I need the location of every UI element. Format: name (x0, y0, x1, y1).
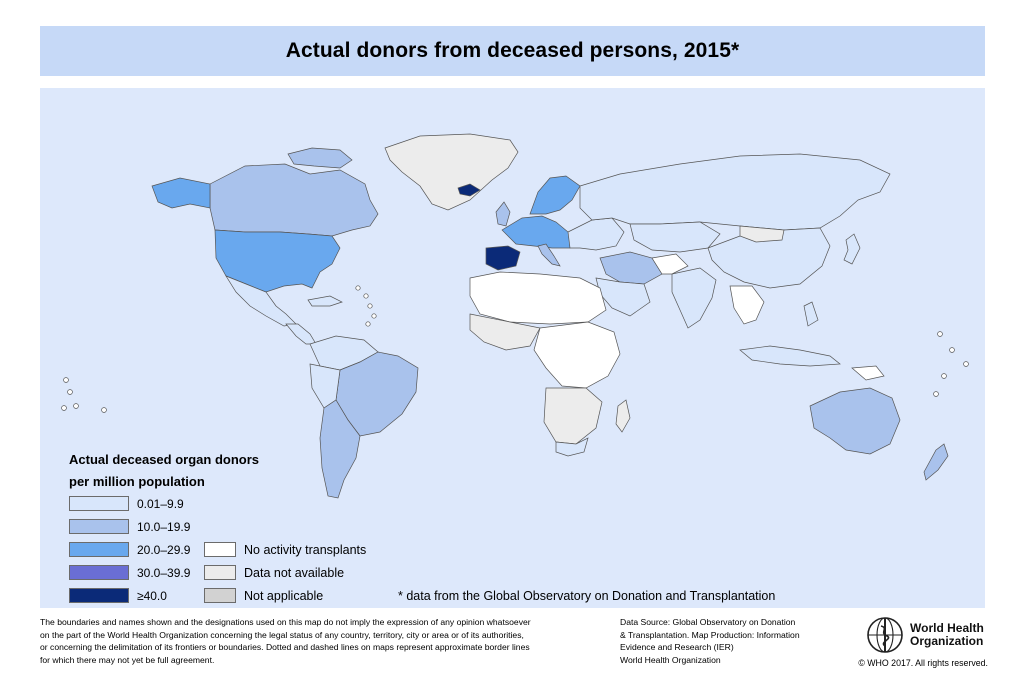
region-central-america (285, 323, 317, 345)
legend-swatch (69, 565, 129, 580)
region-north-africa (469, 271, 607, 325)
disclaimer-line: or concerning the delimitation of its fr… (40, 642, 530, 653)
region-central-africa (533, 321, 621, 389)
region-russia (579, 153, 891, 231)
map-title: Actual donors from deceased persons, 201… (285, 39, 740, 62)
legend-swatch (69, 496, 129, 511)
legend-row-no-activity: No activity transplants (204, 542, 366, 557)
legend-title-line2: per million population (69, 474, 205, 489)
region-argentina-chile (319, 399, 361, 499)
legend-row-range-3: 20.0–29.9 (69, 542, 190, 557)
region-eastern-europe (567, 217, 625, 251)
legend-row-range-2: 10.0–19.9 (69, 519, 190, 534)
region-south-asia-west (651, 253, 689, 275)
legend-row-range-1: 0.01–9.9 (69, 496, 184, 511)
who-name-line1: World Health (910, 621, 984, 635)
region-papua-new-guinea (851, 365, 885, 381)
region-scandinavia (529, 175, 581, 215)
region-uk (495, 201, 511, 227)
legend-label: ≥40.0 (137, 588, 167, 603)
copyright: © WHO 2017. All rights reserved. (858, 658, 988, 668)
region-canada-islands (287, 147, 353, 169)
legend-label: 30.0–39.9 (137, 565, 191, 580)
region-italy (537, 243, 561, 267)
legend-swatch (204, 542, 236, 557)
map-panel (40, 88, 985, 608)
region-new-zealand (923, 443, 949, 481)
legend-row-not-applicable: Not applicable (204, 588, 323, 603)
footer-source: Data Source: Global Observatory on Donat… (620, 616, 830, 666)
region-philippines (803, 301, 819, 327)
region-caribbean (307, 295, 343, 307)
legend-swatch (69, 519, 129, 534)
title-bar: Actual donors from deceased persons, 201… (40, 26, 985, 76)
disclaimer-line: for which there may not yet be full agre… (40, 654, 215, 665)
region-indonesia (739, 345, 841, 367)
legend-label: Not applicable (244, 588, 324, 603)
legend-swatch (204, 565, 236, 580)
region-greenland (384, 133, 519, 211)
region-japan (843, 233, 861, 265)
legend-title-line1: Actual deceased organ donors (69, 452, 259, 467)
source-line: Evidence and Research (IER) (620, 642, 734, 653)
region-iberia (485, 245, 521, 271)
region-iceland (457, 183, 481, 197)
legend-swatch (204, 588, 236, 603)
legend-row-range-5: ≥40.0 (69, 588, 167, 603)
disclaimer-line: on the part of the World Health Organiza… (40, 629, 524, 640)
data-note: * data from the Global Observatory on Do… (398, 589, 776, 603)
source-line: Data Source: Global Observatory on Donat… (620, 617, 796, 627)
who-name: World Health Organization (910, 622, 984, 648)
region-alaska (151, 177, 211, 209)
region-australia (809, 387, 901, 455)
who-emblem-icon (867, 617, 903, 653)
legend-label: Data not available (244, 565, 345, 580)
legend-swatch (69, 542, 129, 557)
region-south-africa (555, 437, 589, 457)
legend-label: 20.0–29.9 (137, 542, 191, 557)
who-name-line2: Organization (910, 634, 984, 648)
world-map (61, 133, 969, 499)
legend-row-range-4: 30.0–39.9 (69, 565, 190, 580)
region-southern-africa (543, 387, 603, 445)
footer-disclaimer: The boundaries and names shown and the d… (40, 616, 610, 666)
region-mongolia (739, 225, 785, 243)
region-india (671, 267, 717, 329)
region-west-africa (469, 313, 541, 351)
disclaimer-line: The boundaries and names shown and the d… (40, 617, 531, 627)
region-southeast-asia (729, 285, 765, 325)
legend-label: 0.01–9.9 (137, 496, 184, 511)
region-central-asia (629, 221, 721, 253)
legend-row-not-available: Data not available (204, 565, 344, 580)
region-middle-east (599, 251, 663, 285)
pacific-islands (61, 285, 969, 413)
legend-swatch (69, 588, 129, 603)
legend-label: No activity transplants (244, 542, 367, 557)
region-madagascar (615, 399, 631, 433)
source-line: World Health Organization (620, 654, 721, 665)
legend-label: 10.0–19.9 (137, 519, 191, 534)
source-line: & Transplantation. Map Production: Infor… (620, 629, 800, 640)
region-canada (209, 163, 379, 237)
